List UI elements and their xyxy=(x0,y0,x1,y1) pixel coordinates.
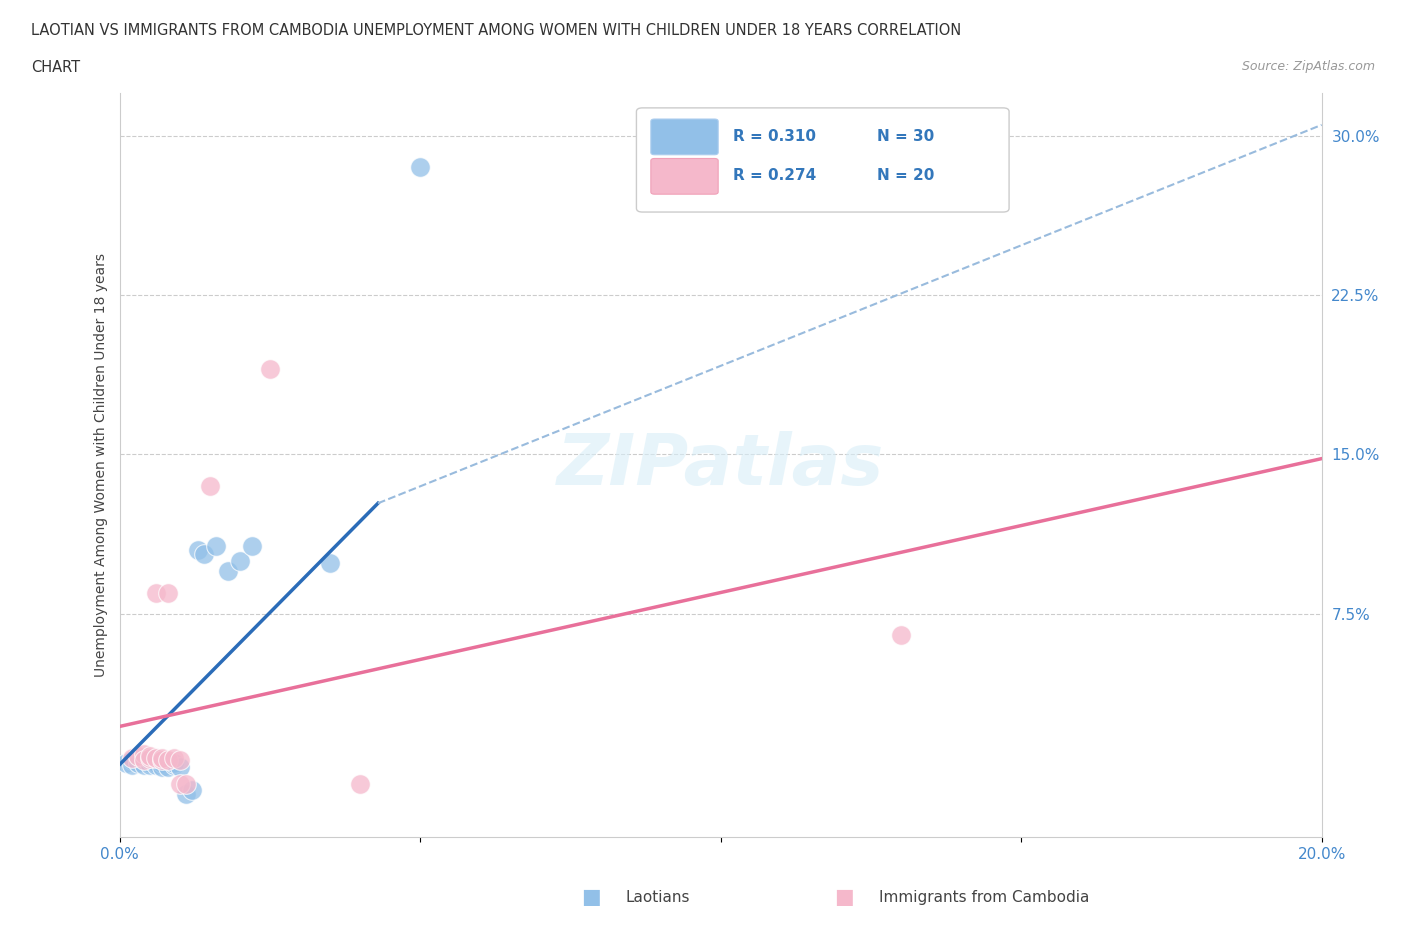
Point xyxy=(156,585,179,600)
Point xyxy=(145,757,167,772)
Text: N = 30: N = 30 xyxy=(877,128,934,143)
Point xyxy=(132,751,155,765)
Point xyxy=(409,160,432,175)
Text: ZIPatlas: ZIPatlas xyxy=(557,431,884,499)
Point xyxy=(145,755,167,770)
Point xyxy=(127,755,149,770)
Text: CHART: CHART xyxy=(31,60,80,75)
Point xyxy=(187,542,209,557)
Point xyxy=(150,751,173,765)
Point xyxy=(198,479,221,494)
Point xyxy=(162,757,184,772)
Point xyxy=(150,753,173,768)
Point xyxy=(145,751,167,765)
Point xyxy=(121,751,143,765)
Point xyxy=(132,757,155,772)
Point xyxy=(169,777,191,791)
Point xyxy=(121,753,143,768)
Point xyxy=(174,787,197,802)
Point xyxy=(114,755,136,770)
Point xyxy=(132,753,155,768)
Point xyxy=(150,760,173,775)
Point xyxy=(259,362,281,377)
FancyBboxPatch shape xyxy=(637,108,1010,212)
Point xyxy=(132,747,155,762)
Text: Immigrants from Cambodia: Immigrants from Cambodia xyxy=(879,890,1090,905)
Text: Source: ZipAtlas.com: Source: ZipAtlas.com xyxy=(1241,60,1375,73)
Point xyxy=(228,553,252,568)
Text: ■: ■ xyxy=(834,887,853,908)
Text: LAOTIAN VS IMMIGRANTS FROM CAMBODIA UNEMPLOYMENT AMONG WOMEN WITH CHILDREN UNDER: LAOTIAN VS IMMIGRANTS FROM CAMBODIA UNEM… xyxy=(31,23,962,38)
Point xyxy=(193,547,215,562)
Point xyxy=(180,783,202,798)
Y-axis label: Unemployment Among Women with Children Under 18 years: Unemployment Among Women with Children U… xyxy=(94,253,108,677)
Point xyxy=(138,749,160,764)
Point xyxy=(204,538,226,553)
Text: R = 0.274: R = 0.274 xyxy=(733,168,815,183)
Point xyxy=(156,753,179,768)
Text: Laotians: Laotians xyxy=(626,890,690,905)
Point xyxy=(349,777,371,791)
Point xyxy=(169,753,191,768)
Point xyxy=(145,585,167,600)
FancyBboxPatch shape xyxy=(651,119,718,154)
Point xyxy=(890,628,912,643)
Point xyxy=(127,751,149,765)
Point xyxy=(162,755,184,770)
Point xyxy=(150,755,173,770)
Point xyxy=(240,538,263,553)
Text: R = 0.310: R = 0.310 xyxy=(733,128,815,143)
Point xyxy=(319,555,342,570)
Text: N = 20: N = 20 xyxy=(877,168,934,183)
Point xyxy=(156,760,179,775)
Point xyxy=(138,753,160,768)
Point xyxy=(169,760,191,775)
Point xyxy=(162,751,184,765)
Text: ■: ■ xyxy=(581,887,600,908)
Point xyxy=(132,753,155,768)
Point xyxy=(127,749,149,764)
Point xyxy=(174,777,197,791)
FancyBboxPatch shape xyxy=(651,158,718,194)
Point xyxy=(145,751,167,765)
Point xyxy=(138,751,160,765)
Point xyxy=(138,755,160,770)
Point xyxy=(121,757,143,772)
Point xyxy=(217,564,239,578)
Point xyxy=(138,757,160,772)
